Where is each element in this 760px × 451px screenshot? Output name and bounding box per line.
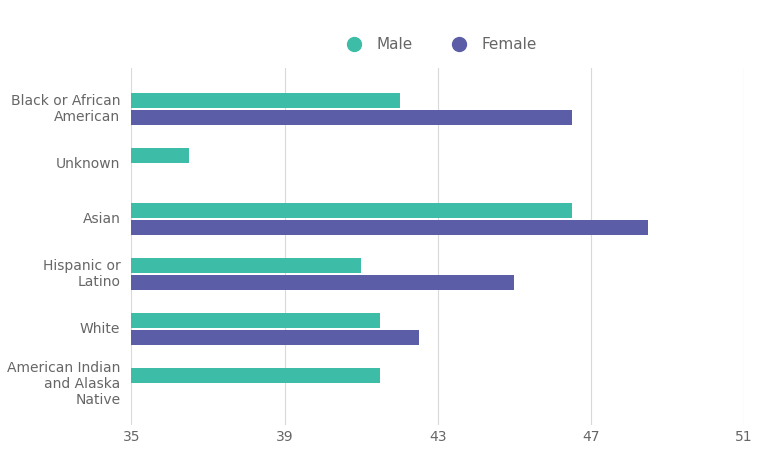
- Bar: [131, 313, 381, 328]
- Bar: [131, 275, 515, 290]
- Bar: [131, 330, 419, 345]
- Bar: [131, 203, 572, 218]
- Bar: [131, 220, 648, 235]
- Bar: [131, 93, 400, 109]
- Bar: [131, 110, 572, 125]
- Bar: [131, 368, 381, 383]
- Legend: Male, Female: Male, Female: [334, 33, 542, 57]
- Bar: [131, 258, 361, 273]
- Bar: [131, 148, 189, 163]
